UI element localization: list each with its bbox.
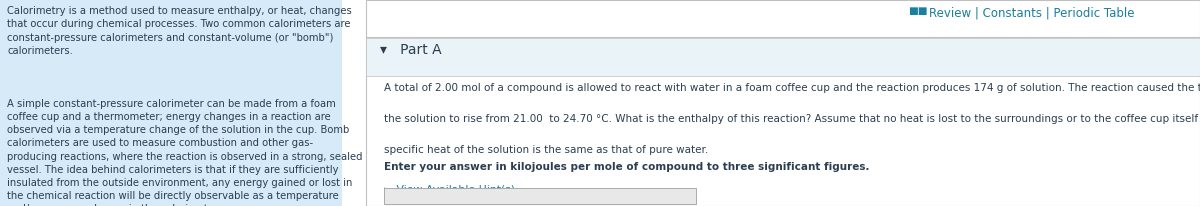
Text: Calorimetry is a method used to measure enthalpy, or heat, changes
that occur du: Calorimetry is a method used to measure … (7, 6, 352, 56)
Text: Review | Constants | Periodic Table: Review | Constants | Periodic Table (929, 6, 1134, 19)
FancyBboxPatch shape (0, 0, 342, 206)
FancyBboxPatch shape (384, 188, 696, 204)
Text: ■■: ■■ (908, 6, 928, 16)
Text: the solution to rise from 21.00  to 24.70 °C. What is the enthalpy of this react: the solution to rise from 21.00 to 24.70… (384, 114, 1200, 124)
Text: A total of 2.00 mol of a compound is allowed to react with water in a foam coffe: A total of 2.00 mol of a compound is all… (384, 83, 1200, 94)
Text: Enter your answer in kilojoules per mole of compound to three significant figure: Enter your answer in kilojoules per mole… (384, 162, 870, 172)
Text: specific heat of the solution is the same as that of pure water.: specific heat of the solution is the sam… (384, 145, 708, 155)
Text: A simple constant-pressure calorimeter can be made from a foam
coffee cup and a : A simple constant-pressure calorimeter c… (7, 99, 362, 206)
FancyBboxPatch shape (366, 38, 1200, 76)
Text: ▸  View Available Hint(s): ▸ View Available Hint(s) (384, 184, 515, 194)
Text: ▾   Part A: ▾ Part A (380, 43, 442, 57)
